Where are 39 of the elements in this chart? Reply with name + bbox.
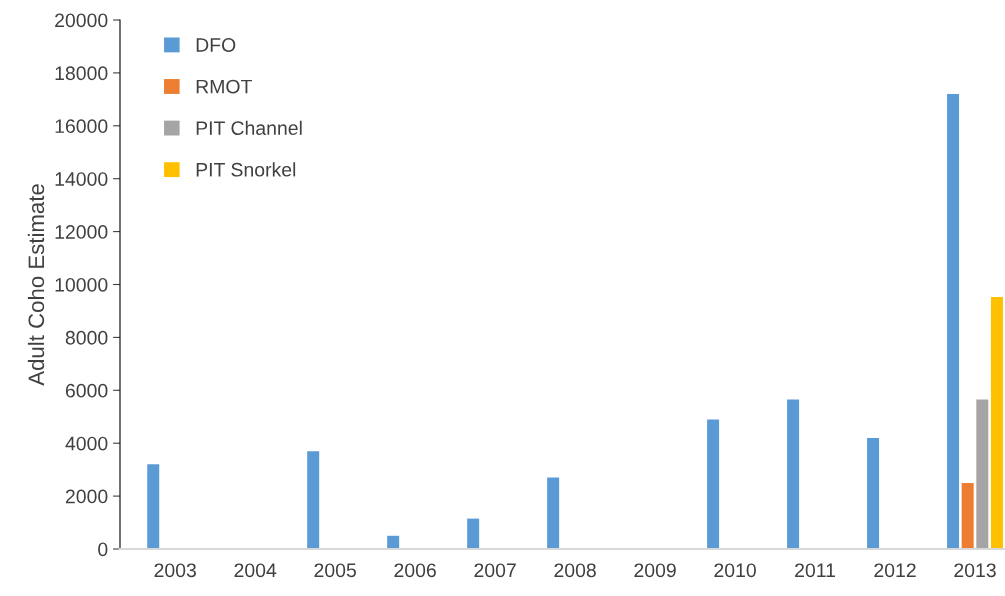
bar <box>867 437 880 549</box>
y-tick-label: 14000 <box>55 172 108 186</box>
bar <box>976 399 989 549</box>
y-tick-label: 8000 <box>65 330 108 345</box>
x-tick-label: 2012 <box>874 563 916 578</box>
y-tick-label: 16000 <box>55 119 108 134</box>
bar <box>787 399 800 549</box>
x-tick-label: 2006 <box>394 563 436 578</box>
bar <box>961 482 974 549</box>
x-tick-label: 2010 <box>714 563 756 578</box>
x-tick-label: 2004 <box>234 563 277 578</box>
bar <box>307 451 320 549</box>
legend-label: PIT Channel <box>196 120 302 136</box>
bar <box>147 464 160 549</box>
y-tick-label: 20000 <box>55 13 108 28</box>
x-tick-label: 2007 <box>474 563 516 578</box>
y-axis-title: Adult Coho Estimate <box>27 184 45 386</box>
x-tick-label: 2009 <box>634 563 676 578</box>
x-tick-label: 2003 <box>154 563 196 578</box>
y-tick-label: 2000 <box>65 489 108 504</box>
y-tick-label: 10000 <box>55 277 108 292</box>
x-tick-label: 2005 <box>314 563 356 578</box>
bar <box>547 477 560 549</box>
legend-label: DFO <box>196 38 236 52</box>
bar <box>387 535 400 549</box>
x-tick-label: 2013 <box>954 563 996 578</box>
bar <box>707 419 720 549</box>
legend-label: RMOT <box>196 79 252 94</box>
y-tick-label: 12000 <box>55 225 108 239</box>
legend-label: PIT Snorkel <box>196 162 296 177</box>
y-tick-label: 18000 <box>55 66 108 81</box>
x-tick-label: 2011 <box>795 563 836 578</box>
y-tick-label: 4000 <box>65 436 108 451</box>
x-tick-label: 2008 <box>554 563 596 578</box>
bar <box>467 518 480 549</box>
y-tick-label: 0 <box>98 542 108 557</box>
bar <box>990 296 1003 549</box>
bar <box>947 94 960 549</box>
y-tick-label: 6000 <box>65 383 108 398</box>
